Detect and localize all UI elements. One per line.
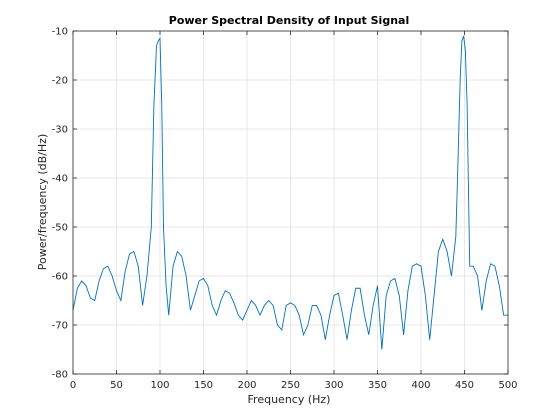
y-axis-label: Power/frequency (dB/Hz) — [36, 134, 49, 271]
x-tick-label: 350 — [368, 380, 387, 391]
y-tick-label: -60 — [52, 272, 68, 283]
x-tick-label: 450 — [455, 380, 474, 391]
x-tick-label: 150 — [194, 380, 213, 391]
grid-lines — [73, 31, 508, 374]
psd-series-line — [72, 35, 508, 350]
x-tick-label: 100 — [150, 380, 169, 391]
axis-ticks: 0 50 100 150 200 250 300 350 400 450 500 -80 -70 -60 -… — [52, 27, 518, 392]
x-axis-label: Frequency (Hz) — [248, 393, 331, 406]
y-tick-label: -50 — [52, 223, 68, 234]
x-tick-label: 500 — [498, 380, 517, 391]
y-tick-label: -70 — [52, 321, 68, 332]
x-tick-label: 200 — [237, 380, 256, 391]
chart-title: Power Spectral Density of Input Signal — [169, 14, 409, 27]
x-tick-label: 400 — [411, 380, 430, 391]
y-tick-label: -10 — [52, 27, 68, 38]
x-tick-label: 250 — [281, 380, 300, 391]
y-tick-label: -40 — [52, 174, 68, 185]
y-tick-label: -30 — [52, 125, 68, 136]
x-tick-label: 0 — [70, 380, 76, 391]
y-tick-label: -20 — [52, 76, 68, 87]
x-tick-label: 300 — [324, 380, 343, 391]
plot-area: 0 50 100 150 200 250 300 350 400 450 500 -80 -70 -60 -… — [52, 27, 518, 392]
y-tick-label: -80 — [52, 370, 68, 381]
x-tick-label: 50 — [110, 380, 123, 391]
